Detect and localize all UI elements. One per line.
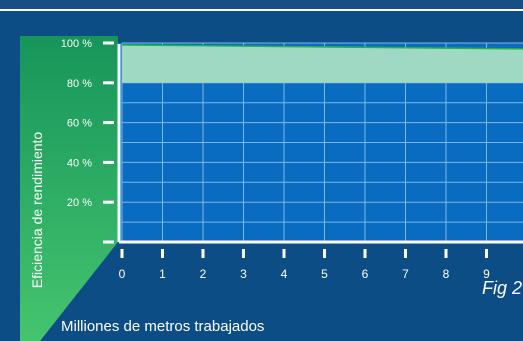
top-banner (0, 0, 523, 9)
y-tick-label: 60 % (67, 118, 92, 130)
x-tick-label: 7 (402, 267, 409, 281)
x-tick-label: 9 (483, 267, 490, 281)
x-tick-label: 2 (200, 267, 207, 281)
y-tick-label: 20 % (67, 197, 92, 209)
axes (117, 44, 523, 244)
x-tick-label: 8 (443, 267, 450, 281)
x-ticks: 01234567891 (119, 249, 490, 281)
y-tick-label: 100 % (61, 38, 92, 50)
y-ticks: 100 % 80 % 60 % 40 % 20 % (61, 38, 114, 244)
ylabel-panel (20, 36, 118, 341)
efficiency-area (122, 44, 523, 83)
x-tick-label: 5 (321, 267, 328, 281)
top-divider (0, 9, 523, 11)
y-tick-label: 80 % (67, 78, 92, 90)
y-axis-label: Eficiencia de rendimiento (29, 131, 45, 289)
x-axis-label: Milliones de metros trabajados (61, 318, 265, 335)
x-tick-label: 3 (240, 267, 247, 281)
efficiency-upper-line (121, 44, 523, 50)
x-tick-label: 1 (159, 267, 166, 281)
x-tick-label: 0 (119, 267, 126, 281)
series-layer (121, 44, 523, 83)
y-tick-label: 40 % (67, 157, 92, 169)
figure-caption: Fig 2 (482, 278, 523, 298)
x-tick-label: 6 (362, 267, 369, 281)
x-tick-label: 4 (281, 267, 288, 281)
